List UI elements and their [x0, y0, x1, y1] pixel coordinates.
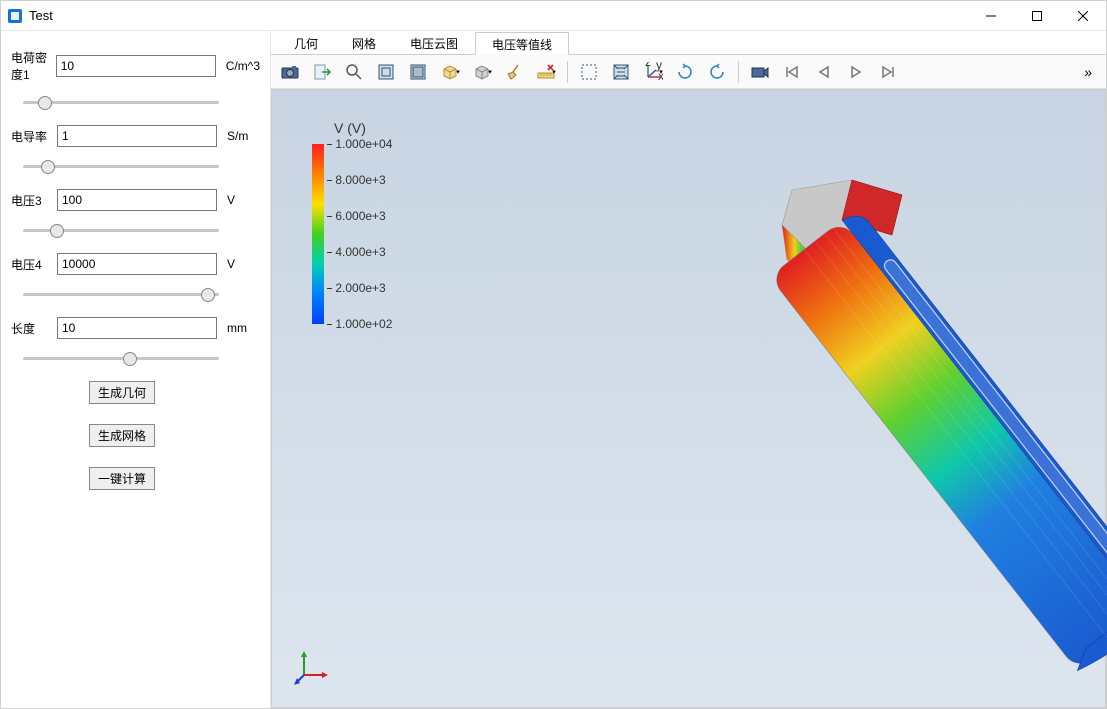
tab-电压等值线[interactable]: 电压等值线 [475, 32, 569, 55]
toolbar-separator [567, 61, 568, 83]
minimize-button[interactable] [968, 1, 1014, 31]
svg-text:z: z [645, 62, 651, 69]
axes-icon[interactable]: zxy▾ [638, 58, 668, 86]
export-icon[interactable] [307, 58, 337, 86]
legend-tick: 1.000e+04 [335, 137, 392, 151]
param-slider-4[interactable] [23, 357, 219, 360]
param-slider-2[interactable] [23, 229, 219, 232]
main-panel: 几何网格电压云图电压等值线 ▾ ▾ ▾ zxy▾ » [271, 31, 1106, 708]
toolbar-overflow-icon[interactable]: » [1074, 64, 1102, 80]
viewport-3d[interactable]: V (V) 1.000e+04 8.000e+3 6.000e+3 4.000e+3 2… [271, 89, 1106, 708]
legend-tick: 8.000e+3 [335, 173, 385, 187]
param-label: 电压4 [11, 256, 57, 273]
zoom-extent-icon[interactable] [403, 58, 433, 86]
legend-color-bar [312, 144, 324, 324]
movie-icon[interactable] [745, 58, 775, 86]
broom-icon[interactable] [499, 58, 529, 86]
select-box-icon[interactable] [574, 58, 604, 86]
param-input-3[interactable] [57, 253, 217, 275]
param-input-0[interactable] [56, 55, 216, 77]
param-unit: V [227, 257, 235, 271]
tab-几何[interactable]: 几何 [277, 31, 335, 54]
param-unit: mm [227, 321, 247, 335]
param-slider-3[interactable] [23, 293, 219, 296]
tab-bar: 几何网格电压云图电压等值线 [271, 31, 1106, 55]
legend-tick: 1.000e+02 [335, 317, 392, 331]
cube-face-icon[interactable]: ▾ [467, 58, 497, 86]
cube-view-icon[interactable]: ▾ [435, 58, 465, 86]
param-unit: C/m^3 [226, 59, 260, 73]
axis-triad-icon [292, 647, 332, 687]
param-slider-1[interactable] [23, 165, 219, 168]
window-title: Test [29, 8, 968, 23]
generate-mesh-button[interactable]: 生成网格 [89, 424, 155, 447]
prev-frame-icon[interactable] [809, 58, 839, 86]
param-unit: V [227, 193, 235, 207]
play-icon[interactable] [841, 58, 871, 86]
rotate-ccw-icon[interactable] [702, 58, 732, 86]
param-label: 长度 [11, 320, 57, 337]
select-all-icon[interactable] [606, 58, 636, 86]
next-frame-icon[interactable] [873, 58, 903, 86]
maximize-button[interactable] [1014, 1, 1060, 31]
toolbar-separator [738, 61, 739, 83]
tab-网格[interactable]: 网格 [335, 31, 393, 54]
app-icon [7, 8, 23, 24]
ruler-delete-icon[interactable]: ▾ [531, 58, 561, 86]
zoom-box-icon[interactable] [371, 58, 401, 86]
first-frame-icon[interactable] [777, 58, 807, 86]
parameters-panel: 电荷密度1 C/m^3 电导率 S/m 电压3 V 电压4 V 长度 mm 生成几何 生成网格 一… [1, 31, 271, 708]
tab-电压云图[interactable]: 电压云图 [393, 31, 475, 54]
param-label: 电导率 [11, 128, 57, 145]
param-input-1[interactable] [57, 125, 217, 147]
close-button[interactable] [1060, 1, 1106, 31]
param-label: 电压3 [11, 192, 57, 209]
generate-geometry-button[interactable]: 生成几何 [89, 381, 155, 404]
toolbar: ▾ ▾ ▾ zxy▾ » [271, 55, 1106, 89]
zoom-icon[interactable] [339, 58, 369, 86]
one-click-compute-button[interactable]: 一键计算 [89, 467, 155, 490]
rotate-cw-icon[interactable] [670, 58, 700, 86]
color-legend: V (V) 1.000e+048.000e+36.000e+34.000e+32… [312, 120, 366, 324]
camera-icon[interactable] [275, 58, 305, 86]
legend-tick: 6.000e+3 [335, 209, 385, 223]
param-label: 电荷密度1 [11, 49, 56, 83]
param-input-2[interactable] [57, 189, 217, 211]
titlebar: Test [1, 1, 1106, 31]
legend-title: V (V) [334, 120, 366, 136]
simulation-result-body [732, 150, 1107, 690]
legend-tick: 2.000e+3 [335, 281, 385, 295]
param-input-4[interactable] [57, 317, 217, 339]
param-unit: S/m [227, 129, 248, 143]
legend-tick: 4.000e+3 [335, 245, 385, 259]
param-slider-0[interactable] [23, 101, 219, 104]
